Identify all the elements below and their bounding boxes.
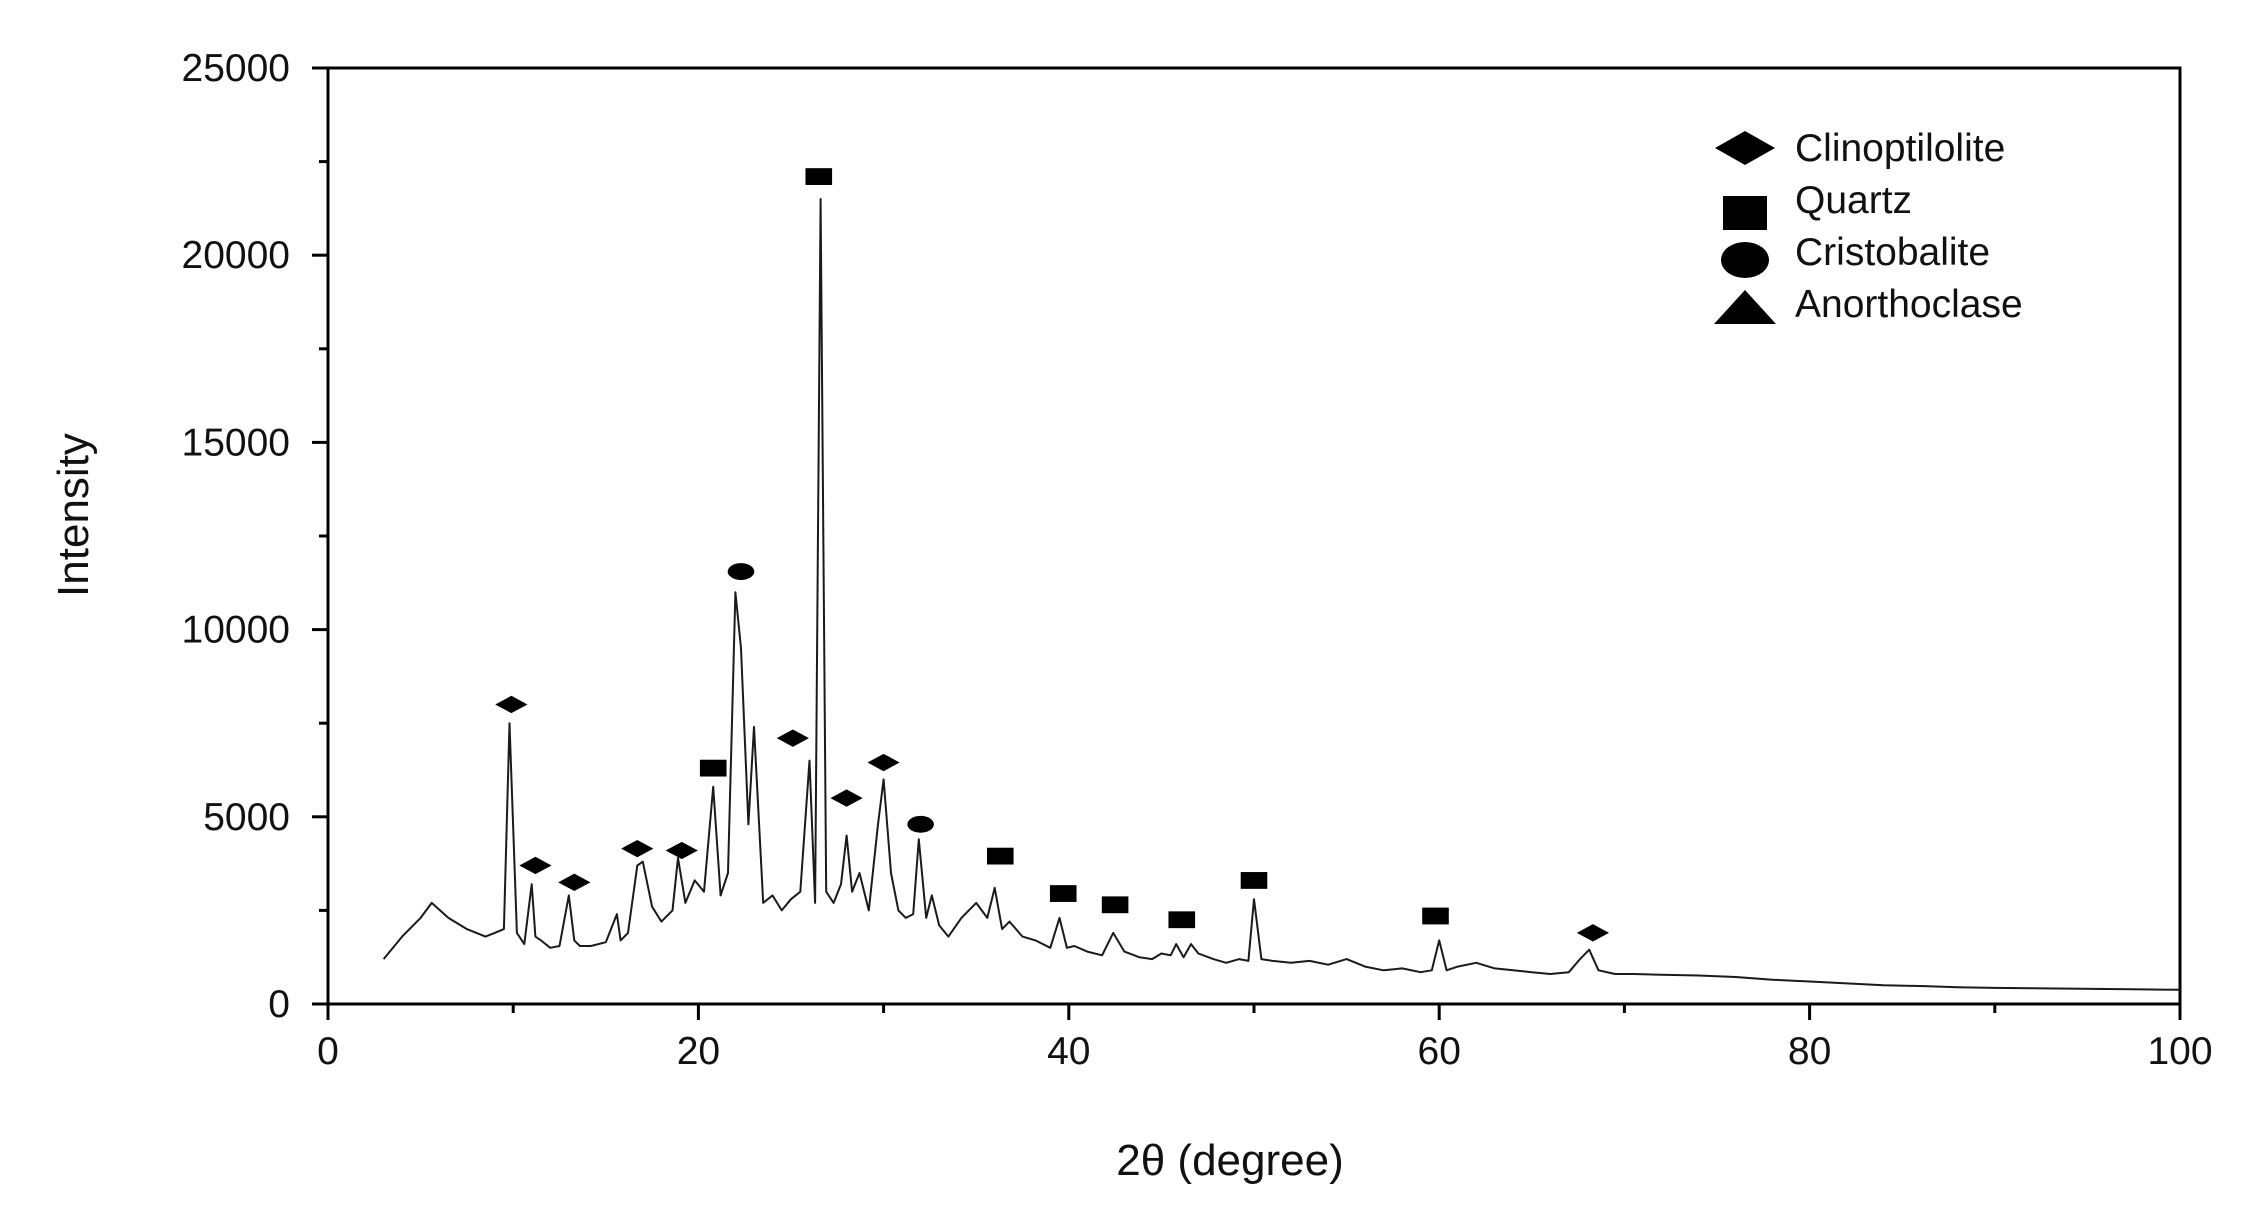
peak-marker-square	[986, 847, 1014, 865]
y-tick-label: 20000	[182, 234, 290, 277]
peak-marker-square	[805, 168, 833, 185]
peak-marker-diamond	[621, 839, 654, 858]
x-tick-label: 20	[677, 1030, 720, 1073]
legend-label: Clinoptilolite	[1795, 127, 2005, 170]
peak-marker-diamond	[495, 695, 528, 714]
legend-label: Quartz	[1795, 179, 1912, 222]
peak-marker-diamond	[665, 841, 698, 860]
x-axis-title: 2θ (degree)	[1116, 1136, 1343, 1185]
xrd-pattern-line	[382, 198, 2181, 991]
legend-diamond-icon	[1715, 131, 1775, 165]
peak-marker-square	[699, 759, 727, 777]
ticks-layer: 0 20 40 60 80 100 0 5000 10000 15000 20000 25000	[182, 47, 2213, 1073]
peak-markers-layer	[495, 168, 1610, 942]
peak-marker-square	[1422, 907, 1449, 925]
legend: Clinoptilolite Quartz Cristobalite Anorthoc…	[1714, 127, 2023, 326]
legend-square-icon	[1723, 196, 1767, 230]
y-axis-title: Intensity	[49, 433, 98, 597]
x-tick-label: 60	[1418, 1030, 1461, 1073]
y-tick-label: 15000	[182, 421, 290, 464]
y-tick-label: 25000	[182, 47, 290, 90]
peak-marker-circle	[907, 815, 934, 833]
peak-marker-square	[1101, 896, 1129, 914]
peak-marker-diamond	[830, 789, 863, 807]
x-tick-label: 100	[2147, 1030, 2212, 1073]
peak-marker-diamond	[1576, 924, 1610, 942]
y-tick-label: 5000	[203, 796, 290, 839]
legend-item: Anorthoclase	[1714, 283, 2023, 326]
legend-triangle-icon	[1714, 290, 1776, 324]
peak-marker-diamond	[558, 873, 591, 891]
legend-item: Clinoptilolite	[1715, 127, 2005, 170]
x-tick-label: 0	[317, 1030, 339, 1073]
y-tick-label: 0	[268, 983, 290, 1026]
peak-marker-diamond	[519, 856, 552, 875]
peak-marker-diamond	[776, 729, 809, 747]
series-layer	[382, 198, 2181, 991]
y-tick-label: 10000	[182, 609, 290, 652]
peak-marker-diamond	[867, 753, 900, 772]
legend-item: Cristobalite	[1721, 231, 1990, 278]
x-tick-label: 80	[1788, 1030, 1831, 1073]
legend-label: Cristobalite	[1795, 231, 1990, 274]
peak-marker-square	[1049, 885, 1077, 902]
peak-marker-circle	[727, 563, 755, 580]
peak-marker-square	[1240, 872, 1268, 889]
peak-marker-square	[1168, 911, 1196, 929]
legend-circle-icon	[1721, 242, 1769, 278]
legend-item: Quartz	[1723, 179, 1912, 230]
legend-label: Anorthoclase	[1795, 283, 2023, 326]
x-tick-label: 40	[1047, 1030, 1090, 1073]
